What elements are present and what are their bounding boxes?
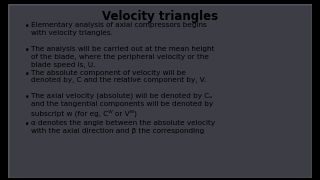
Text: •: •: [25, 22, 30, 31]
Text: α denotes the angle between the absolute velocity
with the axial direction and β: α denotes the angle between the absolute…: [31, 120, 215, 134]
Text: •: •: [25, 69, 30, 78]
Text: •: •: [25, 46, 30, 55]
Text: The analysis will be carried out at the mean height
of the blade, where the peri: The analysis will be carried out at the …: [31, 46, 214, 68]
Text: •: •: [25, 120, 30, 129]
Text: Velocity triangles: Velocity triangles: [102, 10, 218, 23]
Text: The absolute component of velocity will be
denoted by, C and the relative compon: The absolute component of velocity will …: [31, 69, 206, 83]
Text: The axial velocity (absolute) will be denoted by Cₐ
and the tangential component: The axial velocity (absolute) will be de…: [31, 93, 213, 117]
Text: Elementary analysis of axial compressors begins
with velocity triangles.: Elementary analysis of axial compressors…: [31, 22, 206, 36]
Text: •: •: [25, 93, 30, 102]
